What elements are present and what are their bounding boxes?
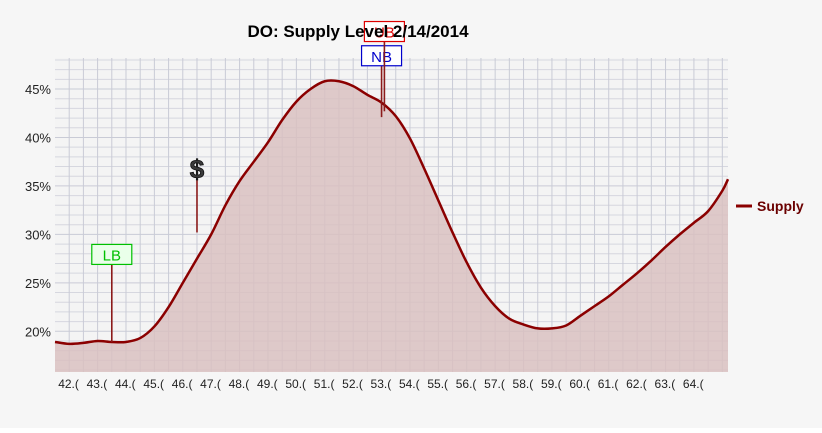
x-tick-label: 61.( xyxy=(598,377,619,391)
x-tick-label: 56.( xyxy=(456,377,477,391)
legend: Supply xyxy=(736,198,804,214)
x-tick-label: 60.( xyxy=(569,377,590,391)
x-tick-label: 50.( xyxy=(285,377,306,391)
x-tick-label: 54.( xyxy=(399,377,420,391)
y-tick-label: 20% xyxy=(25,324,51,339)
marker-lb-box xyxy=(91,243,133,266)
y-tick-label: 45% xyxy=(25,82,51,97)
x-tick-label: 49.( xyxy=(257,377,278,391)
x-tick-label: 48.( xyxy=(229,377,250,391)
supply-area-fill xyxy=(55,80,728,373)
y-tick-label: 40% xyxy=(25,130,51,145)
x-tick-label: 53.( xyxy=(371,377,392,391)
marker-ub-box xyxy=(363,20,406,43)
x-tick-label: 44.( xyxy=(115,377,136,391)
y-tick-label: 35% xyxy=(25,179,51,194)
x-tick-label: 55.( xyxy=(427,377,448,391)
x-tick-label: 45.( xyxy=(143,377,164,391)
supply-series-line xyxy=(54,79,730,346)
x-tick-label: 62.( xyxy=(626,377,647,391)
x-tick-label: 57.( xyxy=(484,377,505,391)
x-tick-label: 43.( xyxy=(87,377,108,391)
x-tick-label: 47.( xyxy=(200,377,221,391)
x-tick-label: 59.( xyxy=(541,377,562,391)
dollar-icon: $ xyxy=(190,154,205,184)
marker-ub-label: UB xyxy=(374,25,395,42)
x-tick-label: 58.( xyxy=(513,377,534,391)
x-tick-label: 52.( xyxy=(342,377,363,391)
marker-nb-box xyxy=(360,45,403,67)
x-tick-label: 63.( xyxy=(655,377,676,391)
x-tick-label: 51.( xyxy=(314,377,335,391)
x-tick-label: 64.( xyxy=(683,377,704,391)
x-tick-label: 46.( xyxy=(172,377,193,391)
y-tick-label: 25% xyxy=(25,276,51,291)
marker-lb-label: LB xyxy=(103,247,121,264)
x-tick-label: 42.( xyxy=(58,377,79,391)
legend-label: Supply xyxy=(757,198,804,214)
marker-nb-label: NB xyxy=(371,49,392,66)
y-tick-label: 30% xyxy=(25,227,51,242)
chart-title: DO: Supply Level 2/14/2014 xyxy=(247,22,469,41)
